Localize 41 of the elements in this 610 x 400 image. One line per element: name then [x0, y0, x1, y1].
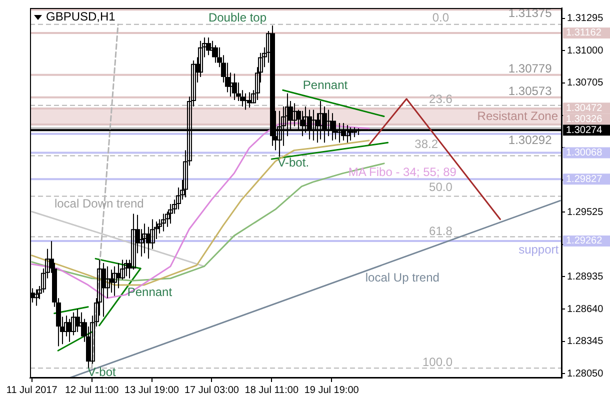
ref-line-label: 1.29262 — [566, 236, 603, 247]
annotation: 23.6 — [429, 92, 453, 106]
y-tick-label: 1.30705 — [567, 78, 604, 89]
x-tick-label: 17 Jul 03:00 — [184, 384, 240, 396]
y-tick-label: 1.28050 — [567, 368, 604, 380]
y-tick-label: 1.28640 — [567, 304, 604, 315]
ref-line-label: 1.29827 — [566, 174, 603, 185]
annotation: 1.30779 — [508, 61, 552, 76]
x-tick-label: 19 Jul 19:00 — [304, 384, 360, 396]
annotation: Pennant — [127, 285, 173, 300]
annotation: 1.31375 — [508, 6, 552, 20]
y-tick-label: 1.31295 — [567, 13, 604, 24]
annotation: 1.30573 — [508, 84, 552, 98]
y-tick-label: 1.31000 — [567, 45, 604, 56]
ref-line-label: 1.30068 — [566, 147, 603, 158]
annotation: local Down trend — [54, 196, 144, 210]
annotation: 1.30292 — [508, 132, 552, 147]
annotation: 38.2 — [414, 137, 438, 152]
x-tick-label: 11 Jul 2017 — [6, 384, 58, 396]
ref-line-label: 1.31162 — [566, 28, 602, 39]
x-tick-label: 12 Jul 11:00 — [64, 384, 120, 396]
y-tick-label: 1.28345 — [567, 336, 604, 348]
annotation: 0.0 — [432, 10, 450, 25]
annotation: 100.0 — [422, 354, 453, 369]
annotation: local Up trend — [365, 270, 440, 284]
chart-title: GBPUSD,H1 — [46, 9, 116, 24]
annotation: Double top — [208, 10, 267, 24]
x-tick-label: 13 Jul 19:00 — [124, 384, 180, 396]
ref-line-label: 1.30274 — [566, 124, 603, 136]
y-tick-label: 1.29525 — [567, 206, 604, 218]
annotation: 50.0 — [429, 180, 453, 194]
ref-line-label: 1.30472 — [566, 102, 603, 114]
annotation: V-bot. — [278, 156, 310, 170]
annotation: 61.8 — [429, 224, 453, 238]
annotation: support — [518, 242, 560, 257]
annotation: Pennant — [302, 78, 348, 92]
band-label: Resistant Zone — [477, 108, 558, 123]
y-tick-label: 1.28935 — [567, 271, 604, 282]
x-tick-label: 18 Jul 11:00 — [244, 384, 299, 396]
ref-line-label: 1.30326 — [566, 114, 603, 125]
annotation: V-bot — [88, 364, 116, 379]
